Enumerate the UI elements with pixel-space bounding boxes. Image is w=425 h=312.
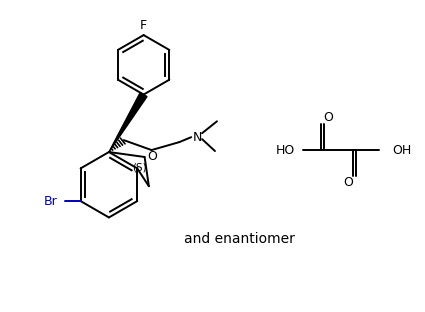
Polygon shape (109, 92, 147, 152)
Text: and enantiomer: and enantiomer (184, 232, 295, 246)
Text: Br: Br (44, 195, 58, 207)
Text: O: O (343, 176, 353, 189)
Text: OH: OH (392, 144, 412, 157)
Text: N: N (193, 131, 202, 144)
Text: HO: HO (276, 144, 295, 157)
Text: (S): (S) (133, 163, 147, 173)
Text: O: O (323, 111, 333, 124)
Text: F: F (140, 19, 147, 32)
Text: O: O (147, 150, 158, 163)
